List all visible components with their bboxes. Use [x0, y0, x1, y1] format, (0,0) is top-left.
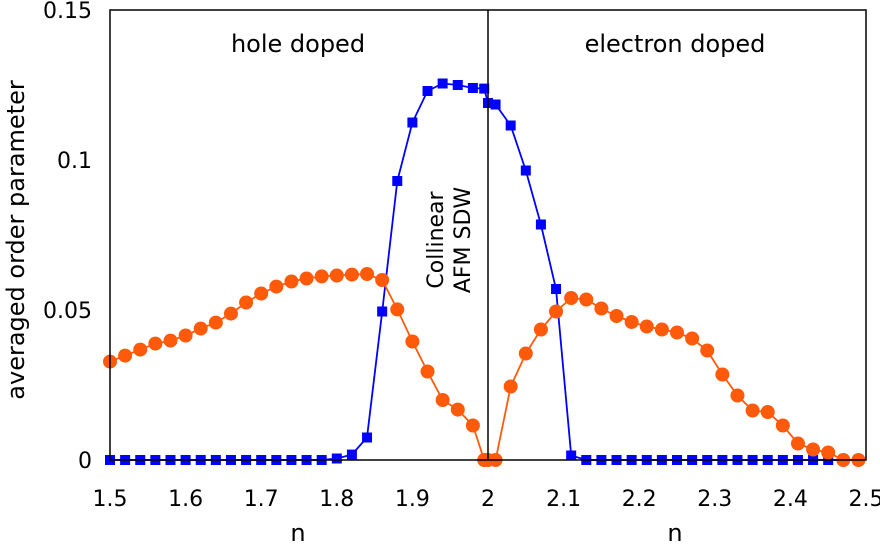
series-2-point [314, 269, 329, 284]
series-2-point [564, 291, 579, 305]
series-2-point [208, 315, 223, 330]
y-tick-label: 0 [78, 449, 92, 474]
series-2-point [715, 367, 730, 382]
series-1-point [479, 83, 490, 94]
y-tick-label: 0.1 [57, 149, 92, 174]
region-label-electron-doped: electron doped [585, 30, 766, 58]
series-1-point [520, 165, 531, 176]
series-2-point [685, 331, 700, 346]
x-tick-label: 2 [481, 487, 495, 512]
x-tick-label: 2.4 [773, 487, 808, 512]
series-2-point [435, 393, 450, 407]
series-2-point [594, 301, 609, 316]
series-2-point [239, 295, 254, 310]
annotation-afm-sdw: AFM SDW [451, 187, 476, 294]
x-tick-label: 2.2 [622, 487, 657, 512]
series-1-point [437, 78, 448, 89]
series-2-point [375, 273, 390, 287]
series-2-point [775, 418, 790, 433]
x-tick-label: 2.1 [546, 487, 581, 512]
x-tick-label: 2.5 [849, 487, 880, 512]
x-axis-ticks: 1.5 1.6 1.7 1.8 1.9 2 2.1 2.2 2.3 2.4 2.5 [93, 487, 880, 512]
series-2-point [518, 346, 533, 361]
y-axis-label: averaged order parameter [2, 80, 30, 400]
series-2-point [329, 268, 344, 283]
series-2-point [465, 418, 480, 433]
series-1-point [422, 86, 433, 96]
series-1-point [505, 120, 516, 131]
series-2-point [806, 442, 821, 457]
series-2-point [730, 388, 745, 403]
series-2-point [163, 333, 178, 348]
series-2-point [579, 292, 594, 307]
series-2-point [700, 343, 715, 358]
x-axis-label-left: n [290, 519, 305, 544]
series-1-point [331, 453, 342, 464]
series-1-point [362, 432, 373, 443]
series-1-point [452, 80, 463, 90]
annotation-collinear: Collinear [424, 190, 449, 288]
series-2-point [390, 302, 405, 317]
series-2-point [405, 334, 420, 349]
series-2-point [178, 328, 193, 343]
x-tick-label: 2.3 [697, 487, 732, 512]
y-tick-label: 0.05 [43, 299, 92, 324]
series-2-point [360, 267, 375, 281]
x-tick-label: 1.7 [244, 487, 279, 512]
series-1-point [566, 450, 577, 461]
region-label-hole-doped: hole doped [231, 30, 365, 58]
series-1-point [467, 83, 478, 93]
x-tick-label: 1.8 [319, 487, 354, 512]
series-2-point [624, 315, 639, 329]
series-2-point [760, 405, 775, 419]
series-2-point [450, 402, 465, 417]
series-2-point [254, 286, 269, 301]
series-2-point [745, 403, 760, 418]
series-2-point [609, 309, 624, 323]
series-1-point [535, 219, 546, 230]
series-2-point [790, 436, 805, 451]
series-2-point [654, 322, 669, 337]
series-1-point [392, 176, 403, 186]
series-2-point [344, 267, 359, 282]
series-2-point [821, 445, 836, 460]
series-2-point [269, 279, 284, 294]
x-tick-label: 1.5 [93, 487, 128, 512]
series-1-point [490, 99, 501, 110]
series-2-point [223, 306, 238, 321]
series-1-point [377, 306, 388, 317]
series-layer [103, 78, 866, 467]
series-2-point [193, 321, 208, 336]
series-1-point [346, 449, 357, 460]
x-axis-label-right: n [667, 519, 682, 544]
series-1-point [407, 117, 418, 128]
series-2-point [639, 319, 654, 334]
y-axis-ticks: 0 0.05 0.1 0.15 [43, 0, 92, 474]
x-tick-label: 1.9 [395, 487, 430, 512]
series-2-point [148, 336, 163, 351]
series-2-point [533, 322, 548, 337]
series-1-point [551, 284, 562, 294]
series-2-point [133, 342, 148, 357]
series-2-point [299, 271, 314, 286]
series-2-point [420, 364, 435, 379]
series-2-point [284, 274, 299, 289]
series-2-point [118, 348, 133, 363]
y-tick-label: 0.15 [43, 0, 92, 24]
series-2-point [549, 304, 564, 319]
series-2-point [670, 325, 684, 340]
x-tick-label: 1.6 [168, 487, 203, 512]
series-2-line [109, 273, 859, 461]
series-2-point [503, 379, 518, 394]
